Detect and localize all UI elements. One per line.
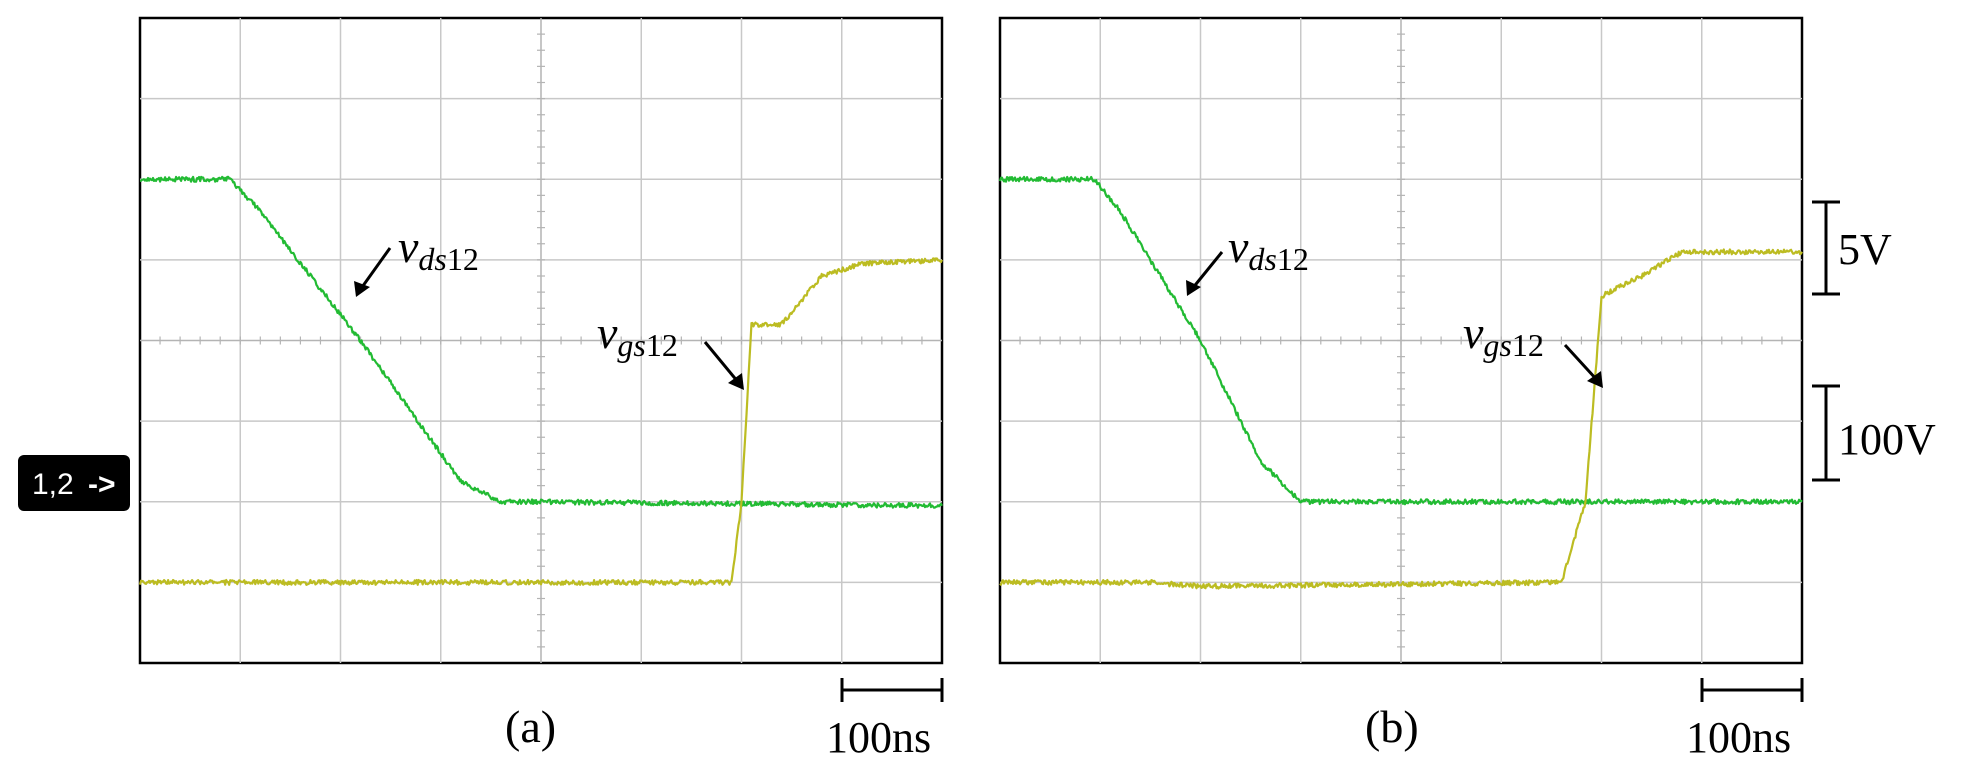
panel-a-time-scale-bar xyxy=(840,678,944,702)
panel-b-vds-arrow xyxy=(1190,251,1224,290)
panel-a-vgs-arrow xyxy=(703,341,740,383)
panel-b-vds-annotation: vds12 xyxy=(1186,221,1309,296)
panel-a-traces xyxy=(138,175,943,586)
vgs-scale-bracket: 5V xyxy=(1812,200,1892,296)
trace-vgs12 xyxy=(999,248,1803,590)
panel-b-time-scale: 100ns xyxy=(1686,678,1804,762)
panel-b-caption: (b) xyxy=(1365,701,1419,752)
panel-a-vds-arrowhead xyxy=(354,281,370,297)
trace-vgs12 xyxy=(138,257,943,586)
panel-b-traces xyxy=(998,175,1803,590)
panel-b-vds-label: vds12 xyxy=(1228,221,1309,277)
panel-b-vds-arrowhead xyxy=(1186,280,1201,296)
vds-scale-label: 100V xyxy=(1838,415,1936,464)
arrow-right-icon: -> xyxy=(88,468,116,501)
panel-a-time-scale: 100ns xyxy=(826,678,944,762)
channel-marker: 1,2 -> xyxy=(18,455,130,511)
panel-a-vgs-arrowhead xyxy=(728,373,744,390)
panel-a-caption: (a) xyxy=(505,701,556,752)
panel-b-vgs-arrow xyxy=(1563,343,1599,382)
panel-b-time-scale-label: 100ns xyxy=(1686,713,1791,762)
panel-a-vgs-annotation: vgs12 xyxy=(597,307,744,390)
panel-a xyxy=(138,16,944,665)
panel-a-vds-annotation: vds12 xyxy=(354,221,479,297)
trace-vds12 xyxy=(139,175,943,509)
vgs-scale-bar xyxy=(1812,200,1840,296)
channel-marker-label: 1,2 xyxy=(32,468,74,501)
panel-a-grid xyxy=(140,18,942,663)
channel-marker-badge xyxy=(18,455,130,511)
panel-b-vgs-arrowhead xyxy=(1587,371,1603,388)
vds-scale-bar xyxy=(1812,384,1840,482)
panel-a-time-scale-label: 100ns xyxy=(826,713,931,762)
vgs-scale-label: 5V xyxy=(1838,225,1892,274)
panel-a-vgs-label: vgs12 xyxy=(597,307,678,363)
panel-b-vgs-annotation: vgs12 xyxy=(1463,307,1603,388)
panel-a-vds-arrow xyxy=(358,247,392,291)
panel-b-time-scale-bar xyxy=(1700,678,1804,702)
panel-a-vds-label: vds12 xyxy=(398,221,479,277)
panel-b xyxy=(998,16,1804,665)
panel-b-grid xyxy=(1000,18,1802,663)
vds-scale-bracket: 100V xyxy=(1812,384,1936,482)
panel-b-vgs-label: vgs12 xyxy=(1463,307,1544,363)
trace-vds12 xyxy=(998,175,1803,506)
